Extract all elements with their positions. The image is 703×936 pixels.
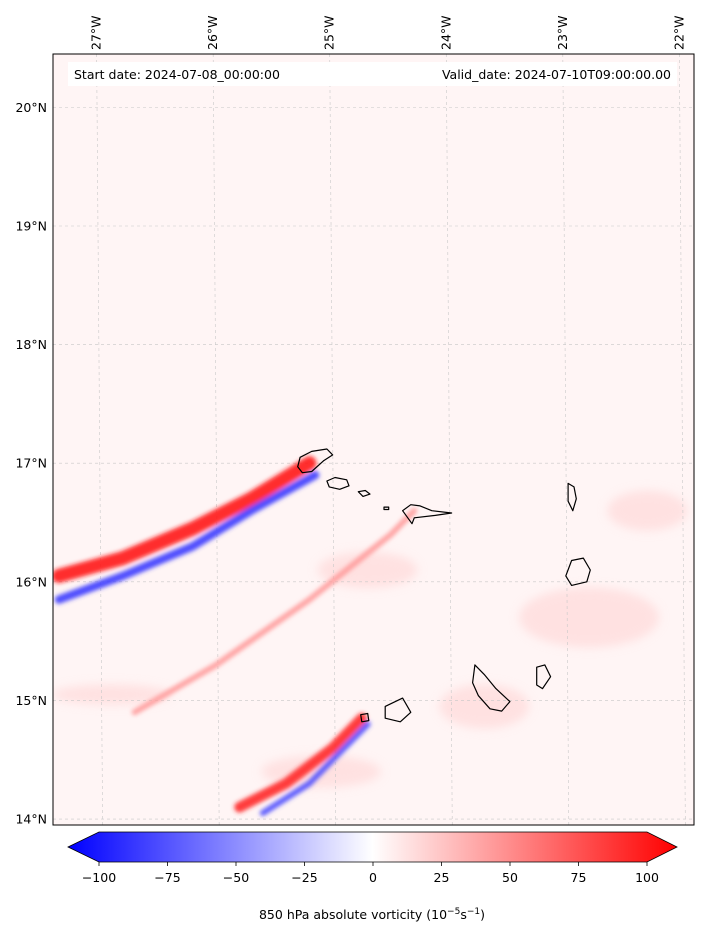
- meridian-line: [212, 54, 220, 825]
- colorbar-tick-label: 100: [635, 870, 659, 885]
- island-boa-vista: [565, 557, 591, 587]
- island-sal: [567, 482, 577, 512]
- lat-tick-label: 19°N: [15, 218, 47, 233]
- lat-tick-label: 14°N: [15, 812, 47, 827]
- central-faint-red: [131, 507, 418, 716]
- meridian-line: [562, 54, 570, 825]
- island-santa-luzia: [357, 489, 371, 497]
- island-raso: [383, 506, 390, 511]
- island-santiago: [472, 664, 511, 712]
- colorbar: −100 −75 −50 −25 0 25 50 75 100 850 hPa absolute…: [67, 831, 678, 922]
- vorticity-patch: [519, 587, 660, 648]
- map-background: [53, 54, 694, 825]
- north-blue-band: [54, 471, 320, 604]
- island-fogo: [384, 697, 412, 723]
- lat-tick-label: 18°N: [15, 337, 47, 352]
- map-frame: [52, 53, 695, 826]
- start-date-label: Start date: 2024-07-08_00:00:00: [74, 67, 280, 82]
- lon-tick-label: 25°W: [322, 15, 337, 50]
- lon-tick-label: 22°W: [671, 15, 686, 50]
- lon-tick-label: 24°W: [438, 15, 453, 50]
- island-sao-nicolau: [402, 504, 453, 525]
- longitude-ticks: 27°W 26°W 25°W 24°W 23°W 22°W: [89, 15, 687, 50]
- colorbar-tick-label: −50: [223, 870, 249, 885]
- south-blue-band: [259, 721, 371, 816]
- header-box: [68, 62, 677, 86]
- colorbar-tick-label: 0: [369, 870, 377, 885]
- colorbar-label: 850 hPa absolute vorticity (10−5s−1): [259, 907, 485, 922]
- vorticity-patch: [53, 684, 172, 705]
- colorbar-tick-label: 25: [434, 870, 450, 885]
- vorticity-patch: [607, 490, 688, 531]
- lat-tick-label: 17°N: [15, 456, 47, 471]
- north-red-band: [53, 456, 317, 583]
- vorticity-patch: [439, 684, 530, 729]
- island-coastlines: [297, 448, 591, 723]
- meridian-line: [96, 54, 103, 825]
- island-brava: [360, 712, 370, 723]
- colorbar-tick-label: 75: [571, 870, 587, 885]
- colorbar-tick-label: −100: [82, 870, 116, 885]
- gridlines: [53, 54, 694, 825]
- meridian-line: [445, 54, 453, 825]
- colorbar-bar: [67, 831, 678, 863]
- soft-pink-patches: [53, 490, 688, 788]
- vorticity-bands: [53, 456, 418, 816]
- colorbar-tick-label: −75: [154, 870, 180, 885]
- island-sao-vicente: [326, 476, 350, 490]
- vorticity-patch: [317, 551, 418, 588]
- colorbar-tick-label: −25: [291, 870, 317, 885]
- south-red-band: [234, 712, 368, 813]
- lat-tick-label: 20°N: [15, 100, 47, 115]
- meridian-line: [679, 54, 686, 825]
- colorbar-tick-label: 50: [502, 870, 518, 885]
- lon-tick-label: 26°W: [205, 15, 220, 50]
- lon-tick-label: 23°W: [555, 15, 570, 50]
- latitude-ticks: 14°N 15°N 16°N 17°N 18°N 19°N 20°N: [15, 100, 47, 827]
- valid-date-label: Valid_date: 2024-07-10T09:00:00.00: [442, 67, 671, 82]
- lon-tick-label: 27°W: [89, 15, 104, 50]
- lat-tick-label: 16°N: [15, 574, 47, 589]
- lat-tick-label: 15°N: [15, 693, 47, 708]
- island-santo-antao: [297, 448, 334, 474]
- island-maio: [536, 664, 552, 690]
- colorbar-ticks: −100 −75 −50 −25 0 25 50 75 100: [82, 862, 659, 885]
- meridian-line: [329, 54, 337, 825]
